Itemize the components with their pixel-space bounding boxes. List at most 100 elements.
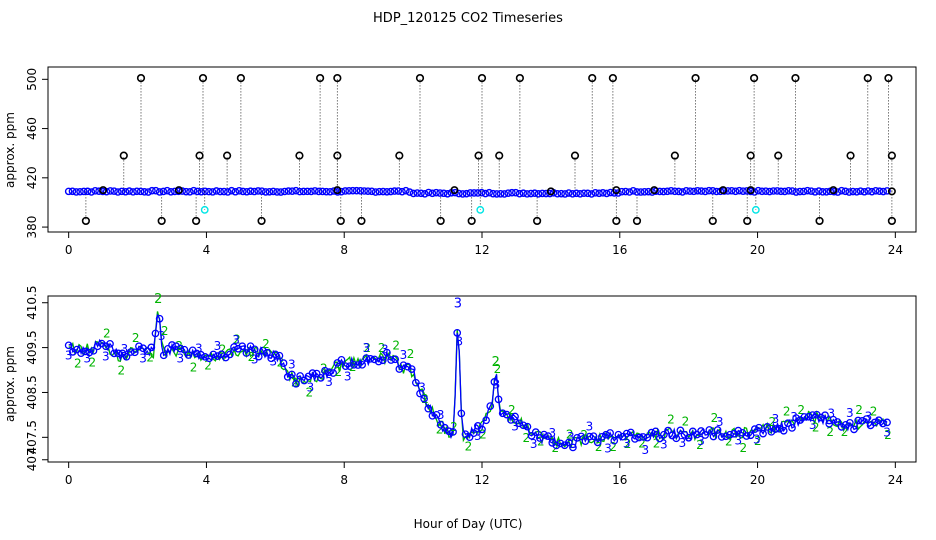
series-green-label: 2 — [667, 412, 675, 426]
baseline-point — [815, 187, 823, 195]
baseline-point — [474, 189, 482, 197]
series-blue-point — [180, 345, 189, 354]
series-blue-point — [746, 431, 755, 440]
baseline-point — [367, 187, 376, 196]
series-blue-label: 3 — [344, 370, 352, 384]
series-blue-point — [350, 360, 358, 369]
spike-mid-point — [295, 151, 304, 160]
series-blue-label: 3 — [548, 426, 556, 440]
series-blue-point — [523, 422, 532, 431]
series-blue-label: 3 — [734, 434, 742, 448]
series-blue-label: 3 — [716, 415, 724, 429]
bottom-x-tick-label: 0 — [65, 473, 73, 487]
series-blue-point — [85, 348, 94, 357]
baseline-point — [242, 187, 251, 196]
series-green-label: 2 — [421, 392, 429, 406]
series-blue-point — [164, 344, 172, 353]
series-green-label: 2 — [190, 360, 198, 374]
baseline-point — [189, 186, 198, 195]
series-blue-label: 3 — [121, 342, 129, 356]
series-blue-point — [449, 428, 457, 436]
baseline-point — [152, 186, 160, 195]
series-blue-point — [837, 423, 846, 431]
baseline-point — [640, 188, 649, 196]
spike-high-point — [198, 73, 208, 83]
baseline-point — [864, 187, 872, 195]
baseline-point — [595, 189, 603, 198]
series-blue-point — [378, 356, 387, 365]
baseline-point — [663, 187, 672, 196]
series-blue-label: 3 — [400, 348, 408, 362]
baseline-point — [697, 187, 706, 195]
series-blue-point — [263, 348, 271, 357]
series-blue-point — [858, 416, 867, 425]
series-blue-label: 3 — [772, 412, 780, 426]
baseline-point — [273, 188, 281, 196]
spike-mid-point — [395, 151, 404, 160]
series-blue-point — [639, 433, 648, 441]
series-blue-label: 3 — [474, 429, 482, 443]
series-blue-point — [370, 355, 379, 364]
baseline-point — [155, 188, 164, 196]
baseline-point — [390, 187, 399, 195]
series-green-label: 2 — [146, 351, 154, 365]
series-blue-point — [705, 426, 714, 434]
series-blue-point — [569, 443, 577, 452]
series-blue-point — [734, 426, 743, 435]
baseline-point — [428, 189, 437, 198]
baseline-point — [762, 187, 770, 195]
series-blue-point — [242, 349, 251, 357]
peak-label: 2 — [492, 355, 500, 370]
series-green-label: 2 — [711, 411, 719, 425]
series-blue-point — [226, 350, 234, 359]
series-green-label: 2 — [161, 324, 169, 338]
series-blue-point — [540, 430, 548, 439]
baseline-point — [462, 189, 471, 198]
series-blue-point — [89, 346, 98, 355]
series-blue-label: 3 — [455, 335, 463, 349]
spike-high-point — [415, 73, 425, 83]
baseline-point — [159, 187, 168, 196]
series-blue-point — [784, 419, 792, 428]
baseline-point — [803, 186, 812, 195]
baseline-point — [659, 187, 668, 196]
baseline-point — [284, 187, 293, 195]
series-green-label: 2 — [103, 327, 111, 341]
series-green-label: 2 — [653, 436, 661, 450]
baseline-point — [489, 189, 497, 198]
bottom-y-tick-label: 409.5 — [25, 330, 39, 364]
series-blue-point — [362, 354, 371, 362]
series-blue-point — [292, 379, 300, 388]
series-green-label: 2 — [378, 341, 386, 355]
baseline-point — [205, 187, 213, 196]
series-green-label: 2 — [262, 337, 270, 351]
spike-low-point — [632, 216, 642, 226]
spike-low-point — [357, 216, 366, 226]
baseline-point — [788, 187, 797, 195]
series-blue-label: 3 — [269, 354, 277, 368]
baseline-point — [739, 187, 747, 195]
spike-low-point — [192, 216, 201, 226]
top-ylabel: approx. ppm — [3, 112, 17, 188]
baseline-point — [754, 186, 763, 195]
baseline-point — [705, 186, 713, 195]
series-blue-point — [143, 347, 152, 356]
series-blue-point — [77, 349, 85, 358]
series-green-label: 2 — [392, 339, 400, 353]
baseline-point — [269, 187, 278, 196]
spike-mid-point — [774, 151, 783, 160]
series-green-label: 2 — [638, 437, 646, 451]
spike-low-point — [157, 216, 166, 226]
baseline-point — [576, 189, 584, 198]
series-blue-point — [750, 425, 759, 433]
baseline-point — [780, 187, 789, 196]
series-blue-point — [407, 365, 416, 373]
bottom-x-tick-label: 24 — [888, 473, 903, 487]
series-blue-point — [647, 428, 656, 437]
baseline-point — [493, 190, 501, 198]
baseline-point — [530, 189, 539, 198]
baseline-point — [443, 189, 452, 198]
series-blue-point — [589, 432, 598, 441]
top-axis-ticks: 0 4 8 12 16 20 24 380 420 460 500 — [25, 68, 903, 257]
